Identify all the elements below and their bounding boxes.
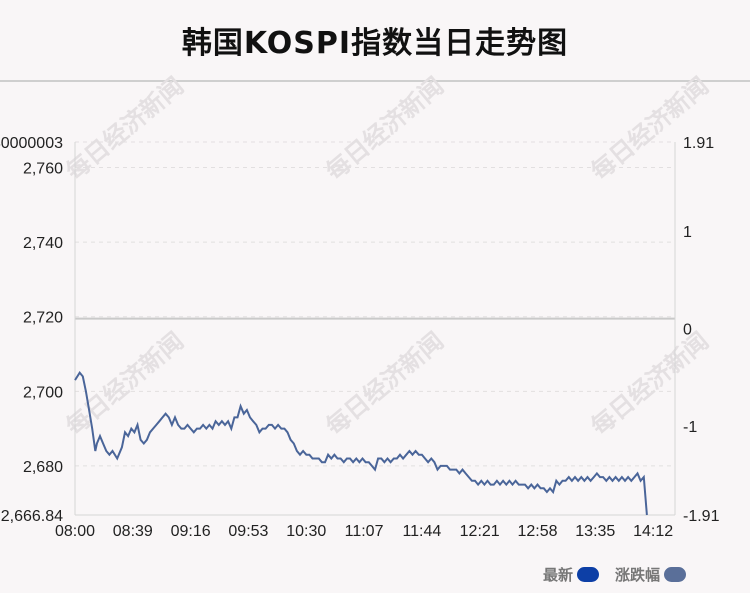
watermark-4: 每日经济新闻 bbox=[321, 327, 449, 441]
x-tick-label-1: 08:39 bbox=[113, 523, 153, 540]
grid-lines bbox=[75, 141, 675, 467]
x-tick-label-10: 14:12 bbox=[633, 523, 673, 540]
right-axis-ticks: 1.91 1 0 -1 -1.91 bbox=[683, 135, 720, 525]
x-tick-label-9: 13:35 bbox=[575, 523, 615, 540]
x-tick-label-3: 09:53 bbox=[228, 523, 268, 540]
chart-title: 韩国KOSPI指数当日走势图 bbox=[181, 26, 569, 61]
axes bbox=[74, 142, 676, 516]
left-tick-label-2: 2,740 bbox=[23, 235, 63, 252]
series-line-最新 bbox=[74, 371, 648, 516]
legend-item-涨跌幅[interactable]: 涨跌幅 bbox=[615, 564, 686, 585]
right-tick-label-0: 1.91 bbox=[683, 135, 714, 152]
watermark-2: 每日经济新闻 bbox=[586, 72, 714, 186]
x-tick-label-8: 12:58 bbox=[517, 523, 557, 540]
legend-label-最新: 最新 bbox=[542, 566, 573, 584]
x-tick-label-6: 11:44 bbox=[402, 523, 441, 540]
x-tick-label-2: 09:16 bbox=[171, 523, 211, 540]
left-tick-label-4: 2,700 bbox=[23, 384, 63, 401]
x-axis-ticks: 08:00 08:39 09:16 09:53 10:30 11:07 11:44 12:21… bbox=[55, 523, 673, 540]
legend-item-最新[interactable]: 最新 bbox=[543, 564, 599, 585]
legend-swatch-最新 bbox=[576, 567, 599, 582]
watermark-1: 每日经济新闻 bbox=[321, 72, 449, 186]
title-divider bbox=[0, 80, 750, 82]
left-axis-ticks: 2,766.840000003 2,760 2,740 2,720 2,700 2,680… bbox=[0, 135, 63, 525]
watermark-0: 每日经济新闻 bbox=[61, 72, 189, 186]
left-tick-label-5: 2,680 bbox=[23, 459, 63, 476]
left-tick-label-1: 2,760 bbox=[23, 161, 63, 178]
left-tick-label-0: 2,766.840000003 bbox=[0, 135, 63, 152]
legend-swatch-涨跌幅 bbox=[664, 567, 686, 582]
right-tick-label-1: 1 bbox=[683, 224, 692, 241]
legend-label-涨跌幅: 涨跌幅 bbox=[614, 566, 660, 584]
x-tick-label-7: 12:21 bbox=[460, 523, 500, 540]
x-tick-label-4: 10:30 bbox=[286, 523, 326, 540]
right-tick-label-3: -1 bbox=[683, 419, 697, 436]
left-tick-label-6: 2,666.84 bbox=[1, 508, 63, 525]
right-tick-label-4: -1.91 bbox=[683, 508, 720, 525]
left-tick-label-3: 2,720 bbox=[23, 310, 63, 327]
legend: 最新 涨跌幅 bbox=[535, 564, 686, 585]
x-tick-label-5: 11:07 bbox=[345, 523, 384, 540]
right-tick-label-2: 0 bbox=[683, 322, 692, 339]
x-tick-label-0: 08:00 bbox=[55, 523, 95, 540]
watermark-3: 每日经济新闻 bbox=[61, 327, 189, 441]
